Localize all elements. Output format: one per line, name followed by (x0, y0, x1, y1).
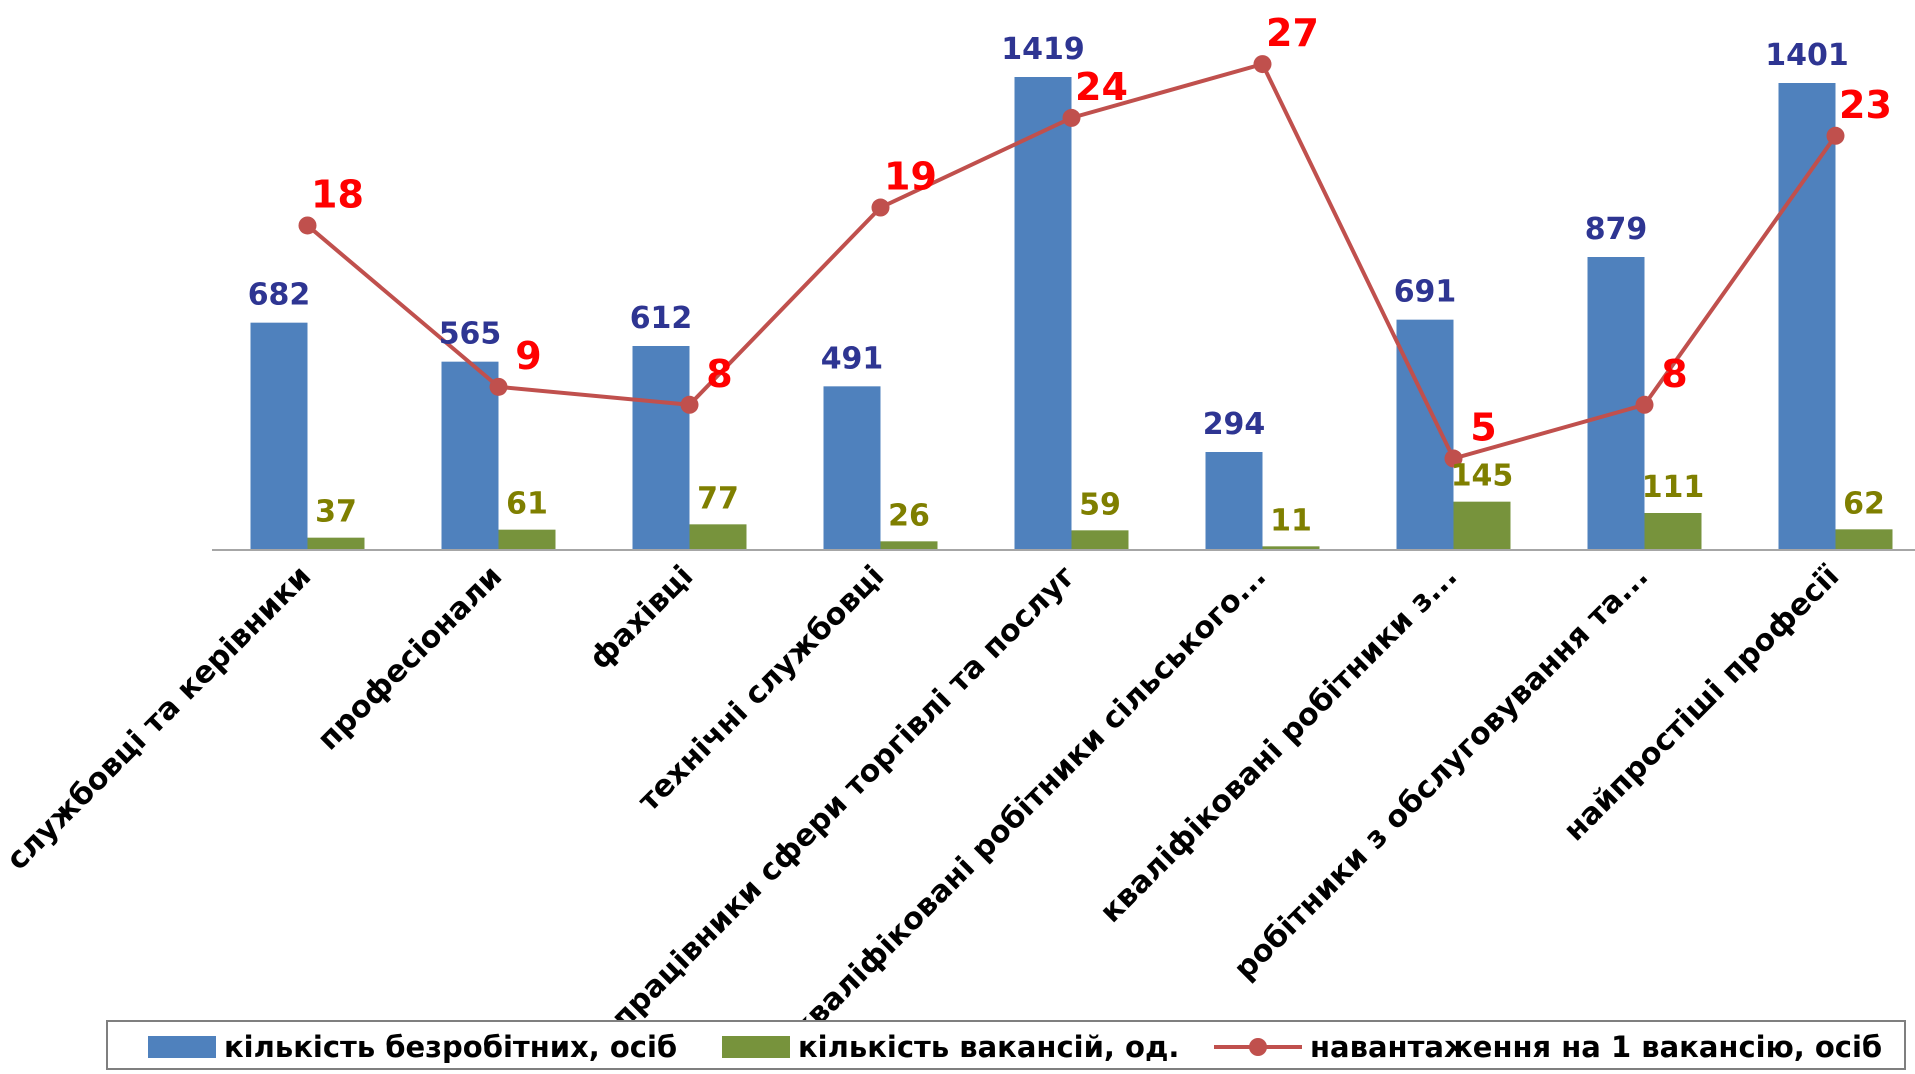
legend: кількість безробітних, осіб кількість ва… (106, 1020, 1906, 1070)
bar-vacancies (498, 529, 556, 550)
load-point (1253, 55, 1272, 74)
data-label-vacancies: 61 (506, 487, 548, 522)
data-label-load: 27 (1266, 11, 1319, 55)
load-point (1826, 126, 1845, 145)
data-labels-layer: 6823756561612774912614195929411691145879… (248, 11, 1892, 538)
category-label: робітники з обслуговування та... (1227, 559, 1655, 987)
data-label-vacancies: 62 (1843, 486, 1885, 521)
bar-vacancies (1644, 513, 1702, 550)
legend-label-unemployed: кількість безробітних, осіб (224, 1030, 678, 1064)
legend-item-vacancies: кількість вакансій, од. (722, 1030, 1179, 1064)
data-label-vacancies: 77 (697, 481, 739, 516)
data-label-vacancies: 59 (1079, 487, 1121, 522)
data-label-load: 5 (1470, 406, 1496, 450)
data-label-load: 8 (1661, 352, 1687, 396)
load-point (680, 395, 699, 414)
bar-vacancies (1262, 546, 1320, 550)
data-label-unemployed: 612 (630, 301, 693, 336)
bar-unemployed (1587, 257, 1645, 550)
bar-unemployed (1014, 77, 1072, 550)
load-point (871, 198, 890, 217)
data-label-load: 23 (1839, 83, 1892, 127)
data-label-unemployed: 491 (821, 341, 884, 376)
bar-unemployed (632, 346, 690, 550)
data-label-vacancies: 37 (315, 495, 357, 530)
bar-vacancies (1071, 530, 1129, 550)
legend-swatch-vacancies (722, 1036, 790, 1058)
data-label-unemployed: 879 (1585, 212, 1648, 247)
bars-layer (250, 77, 1893, 550)
load-point (1635, 395, 1654, 414)
category-label: кваліфіковані робітники з... (1093, 559, 1464, 930)
data-label-unemployed: 682 (248, 278, 311, 313)
category-label: фахівці (583, 559, 700, 676)
data-label-load: 8 (706, 352, 732, 396)
category-label: професіонали (311, 559, 509, 757)
data-label-unemployed: 565 (439, 317, 502, 352)
bar-unemployed (1205, 452, 1263, 550)
data-label-load: 24 (1075, 65, 1128, 109)
data-label-vacancies: 11 (1270, 503, 1312, 538)
data-label-unemployed: 294 (1203, 407, 1266, 442)
data-label-load: 18 (311, 172, 364, 216)
load-point (1444, 449, 1463, 468)
data-label-unemployed: 1401 (1765, 38, 1849, 73)
bar-unemployed (250, 322, 308, 550)
data-label-vacancies: 145 (1451, 459, 1514, 494)
load-point (1062, 108, 1081, 127)
bar-vacancies (689, 524, 747, 550)
data-label-unemployed: 691 (1394, 275, 1457, 310)
chart: 6823756561612774912614195929411691145879… (0, 11, 1915, 1020)
line-layer (298, 55, 1845, 468)
bar-unemployed (1778, 83, 1836, 550)
bar-vacancies (1453, 501, 1511, 550)
data-label-load: 19 (884, 155, 937, 199)
legend-line-marker (1214, 1036, 1302, 1058)
load-point (298, 216, 317, 235)
bar-vacancies (880, 541, 938, 550)
category-label: службовці та керівники (0, 559, 318, 877)
data-label-vacancies: 111 (1642, 470, 1705, 505)
data-label-unemployed: 1419 (1001, 32, 1085, 67)
data-label-load: 9 (515, 334, 541, 378)
load-point (489, 377, 508, 396)
bar-unemployed (441, 361, 499, 550)
bar-vacancies (307, 537, 365, 550)
legend-label-vacancies: кількість вакансій, од. (798, 1030, 1180, 1064)
legend-item-unemployed: кількість безробітних, осіб (148, 1030, 677, 1064)
data-label-vacancies: 26 (888, 498, 930, 533)
bar-vacancies (1835, 529, 1893, 550)
bar-unemployed (823, 386, 881, 550)
legend-item-load: навантаження на 1 вакансію, осіб (1214, 1030, 1882, 1064)
legend-label-load: навантаження на 1 вакансію, осіб (1310, 1030, 1883, 1064)
legend-swatch-unemployed (148, 1036, 216, 1058)
